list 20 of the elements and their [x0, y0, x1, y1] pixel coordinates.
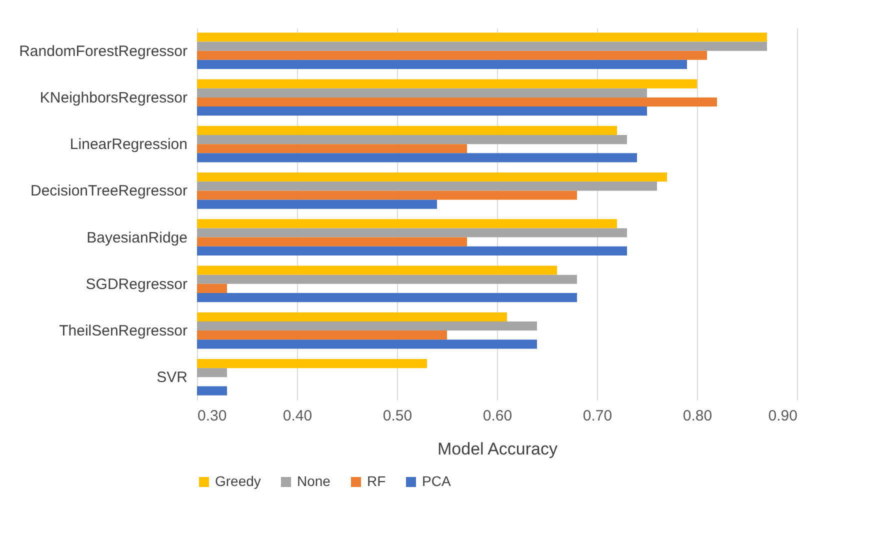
y-tick-label: SVR: [156, 369, 188, 386]
y-tick-label: KNeighborsRegressor: [40, 89, 188, 106]
x-tick-label: 0.50: [382, 408, 412, 424]
y-tick-label: BayesianRidge: [86, 229, 188, 246]
y-tick-label: TheilSenRegressor: [59, 322, 188, 340]
y-tick-label: LinearRegression: [70, 136, 188, 154]
x-tick-label: 0.80: [682, 408, 712, 424]
x-tick-label: 0.70: [582, 408, 612, 424]
x-axis-title: Model Accuracy: [438, 440, 558, 458]
x-tick-label: 0.90: [768, 408, 798, 424]
y-tick-label: SGDRegressor: [86, 276, 188, 293]
legend-label: PCA: [422, 473, 452, 489]
y-tick-label: DecisionTreeRegressor: [30, 182, 188, 200]
y-tick-label: RandomForestRegressor: [19, 42, 188, 60]
x-tick-label: 0.30: [198, 408, 227, 424]
legend-label: RF: [367, 473, 386, 489]
legend-label: None: [297, 473, 331, 489]
legend-label: Greedy: [215, 473, 261, 489]
x-tick-label: 0.60: [482, 408, 512, 424]
x-tick-label: 0.40: [282, 408, 312, 424]
